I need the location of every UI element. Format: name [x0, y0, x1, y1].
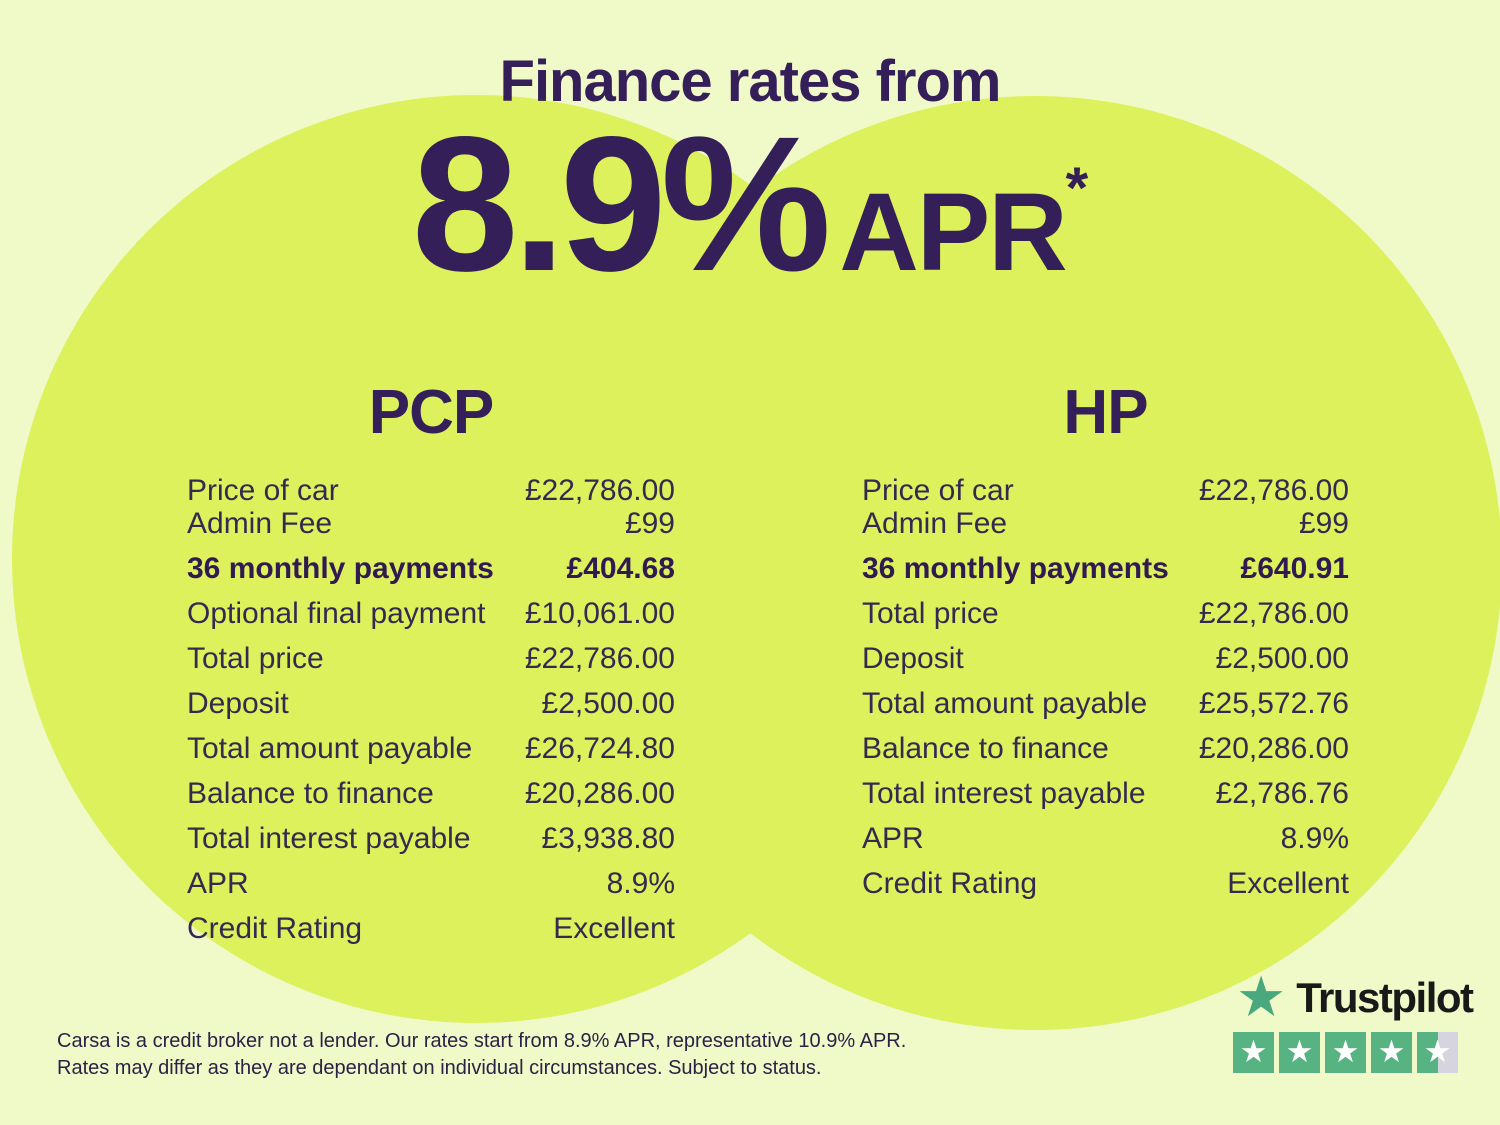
row-label: Optional final payment [187, 597, 486, 630]
row-label: Balance to finance [862, 732, 1109, 765]
rating-star-box: ★ [1279, 1032, 1320, 1073]
rating-star-box-partial: ★ [1417, 1032, 1458, 1073]
row-value: £22,786.00 [524, 642, 675, 675]
row-value: £22,786.00 [524, 474, 675, 507]
pcp-heading: PCP [368, 378, 494, 447]
table-row: APR 8.9% [187, 867, 675, 900]
headline-rate: 8.9% APR* [0, 108, 1500, 300]
row-label: Credit Rating [187, 912, 363, 945]
row-label: APR [862, 822, 924, 855]
rating-star-box: ★ [1233, 1032, 1274, 1073]
row-value: £2,500.00 [541, 687, 675, 720]
row-value: £25,572.76 [1198, 687, 1349, 720]
row-value: £2,500.00 [1215, 642, 1349, 675]
rate-value: 8.9% [411, 96, 832, 311]
row-value: £640.91 [1240, 552, 1349, 585]
trustpilot-logo: ★ Trustpilot [1236, 965, 1474, 1030]
row-label: Price of car [187, 474, 339, 507]
row-label: 36 monthly payments [187, 552, 494, 585]
rate-suffix: APR* [839, 160, 1088, 288]
rating-star-box: ★ [1325, 1032, 1366, 1073]
row-value: £10,061.00 [524, 597, 675, 630]
table-row: Admin Fee £99 [862, 507, 1349, 540]
row-label: Total amount payable [187, 732, 473, 765]
background-circle-right [568, 96, 1500, 1030]
row-label: Balance to finance [187, 777, 434, 810]
table-row: Credit Rating Excellent [187, 912, 675, 945]
hp-heading: HP [1063, 378, 1148, 447]
table-row: Deposit £2,500.00 [862, 642, 1349, 675]
table-row: Total price £22,786.00 [187, 642, 675, 675]
row-value: £99 [1298, 507, 1349, 540]
rating-star-partial-fill [1417, 1032, 1438, 1073]
row-label: Total price [187, 642, 324, 675]
table-row-monthly-payment: 36 monthly payments £640.91 [862, 552, 1349, 585]
page-title: Finance rates from [499, 49, 1002, 114]
row-label: Admin Fee [187, 507, 333, 540]
trustpilot-star-icon: ★ [1236, 965, 1287, 1030]
row-label: Total price [862, 597, 999, 630]
row-label: Deposit [187, 687, 289, 720]
trustpilot-rating: ★ ★ ★ ★ ★ [1233, 1032, 1458, 1073]
rate-asterisk: * [1065, 156, 1089, 221]
pcp-column: PCP Price of car £22,786.00 Admin Fee £99 … [187, 378, 675, 946]
table-row: Balance to finance £20,286.00 [862, 732, 1349, 765]
row-value: £22,786.00 [1198, 474, 1349, 507]
row-value: £99 [624, 507, 675, 540]
rate-suffix-text: APR [839, 171, 1067, 294]
hp-column: HP Price of car £22,786.00 Admin Fee £99 3… [862, 378, 1349, 901]
table-row: Total price £22,786.00 [862, 597, 1349, 630]
table-row: Admin Fee £99 [187, 507, 675, 540]
row-value: £20,286.00 [524, 777, 675, 810]
pcp-table: Price of car £22,786.00 Admin Fee £99 36 m… [187, 474, 675, 945]
row-label: 36 monthly payments [862, 552, 1169, 585]
star-icon: ★ [1285, 1034, 1314, 1070]
table-row: Optional final payment £10,061.00 [187, 597, 675, 630]
table-row: Price of car £22,786.00 [862, 474, 1349, 507]
table-row: Credit Rating Excellent [862, 867, 1349, 900]
table-row: Price of car £22,786.00 [187, 474, 675, 507]
table-row-monthly-payment: 36 monthly payments £404.68 [187, 552, 675, 585]
star-icon: ★ [1331, 1034, 1360, 1070]
row-label: Price of car [862, 474, 1014, 507]
row-label: Credit Rating [862, 867, 1038, 900]
row-value: £26,724.80 [524, 732, 675, 765]
table-row: Total interest payable £3,938.80 [187, 822, 675, 855]
hp-table: Price of car £22,786.00 Admin Fee £99 36 m… [862, 474, 1349, 900]
disclaimer-line-1: Carsa is a credit broker not a lender. O… [57, 1030, 907, 1052]
star-icon: ★ [1377, 1034, 1406, 1070]
row-value: £22,786.00 [1198, 597, 1349, 630]
row-value: £3,938.80 [541, 822, 675, 855]
row-label: APR [187, 867, 249, 900]
row-value: Excellent [1227, 867, 1349, 900]
table-row: Total interest payable £2,786.76 [862, 777, 1349, 810]
row-value: Excellent [553, 912, 675, 945]
table-row: APR 8.9% [862, 822, 1349, 855]
row-value: 8.9% [606, 867, 675, 900]
table-row: Total amount payable £26,724.80 [187, 732, 675, 765]
disclaimer-line-2: Rates may differ as they are dependant o… [57, 1057, 822, 1079]
row-value: £404.68 [566, 552, 675, 585]
row-value: 8.9% [1280, 822, 1349, 855]
row-label: Deposit [862, 642, 964, 675]
row-label: Total interest payable [187, 822, 471, 855]
table-row: Balance to finance £20,286.00 [187, 777, 675, 810]
table-row: Total amount payable £25,572.76 [862, 687, 1349, 720]
star-icon: ★ [1239, 1034, 1268, 1070]
row-label: Total interest payable [862, 777, 1146, 810]
row-value: £2,786.76 [1215, 777, 1349, 810]
disclaimer: Carsa is a credit broker not a lender. O… [57, 1028, 906, 1082]
row-label: Total amount payable [862, 687, 1148, 720]
row-value: £20,286.00 [1198, 732, 1349, 765]
table-row: Deposit £2,500.00 [187, 687, 675, 720]
star-icon: ★ [1423, 1034, 1452, 1070]
trustpilot-wordmark: Trustpilot [1296, 974, 1474, 1021]
row-label: Admin Fee [862, 507, 1008, 540]
rating-star-box: ★ [1371, 1032, 1412, 1073]
